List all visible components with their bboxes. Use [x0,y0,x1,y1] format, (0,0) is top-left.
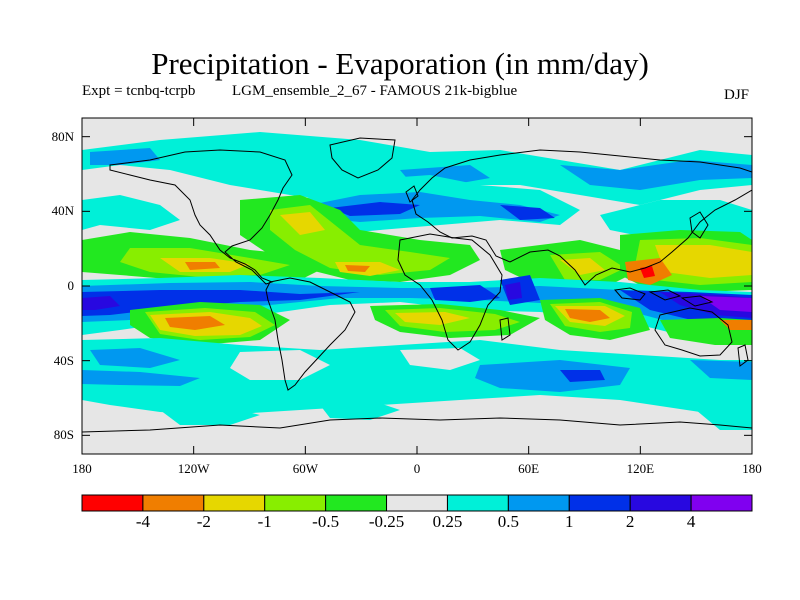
field-region [505,282,522,300]
colorbar-label: 1 [565,512,574,531]
season-label: DJF [724,87,750,103]
field-region [565,309,610,322]
colorbar-label: -0.5 [312,512,340,531]
colorbar-label: -2 [196,512,211,531]
field-region [82,370,200,386]
coast-north-america [109,149,293,285]
field-region [400,348,480,370]
lon-tick-label: 120W [177,461,210,476]
coast-new-zealand [737,344,749,367]
colorbar-swatch [507,494,570,512]
field-region [560,370,605,382]
field-region [690,400,752,430]
field-region [690,360,752,380]
colorbar [81,494,753,512]
colorbar-swatch [629,494,692,512]
lon-tick-label: 60W [292,461,318,476]
field-region [280,212,325,235]
coast-greenland [329,137,396,179]
field-region [560,258,605,275]
colorbar-label: -4 [135,512,150,531]
lat-tick-label: 40S [53,352,74,368]
colorbar-swatch [690,494,753,512]
field-region [430,285,500,302]
colorbar-label: -0.25 [368,512,405,531]
field-region [320,400,400,420]
field-region [82,132,752,205]
field-region [160,405,260,425]
colorbar-swatch [325,494,388,512]
coast-eurasia [411,149,752,286]
coast-indonesia [614,287,714,307]
coastlines [82,137,752,433]
field-region [655,245,752,278]
colorbar-swatch [203,494,266,512]
field-region [185,262,220,270]
lat-tick-label: 80N [51,128,74,144]
plot-title: Precipitation - Evaporation (in mm/day) [151,46,649,81]
colorbar-label: 0.5 [497,512,519,531]
colorbar-label: -1 [257,512,272,531]
experiment-label: Expt = tcnbq-tcrpb [82,83,196,99]
coast-uk [405,185,419,203]
coast-madagascar [499,317,511,341]
field-region [475,360,630,392]
field-region [700,296,752,312]
coast-africa [397,233,503,351]
colorbar-label: 0.25 [432,512,463,531]
lat-tick-label: 0 [67,278,75,293]
coast-antarctica [82,417,752,433]
colorbar-swatch [264,494,327,512]
lat-tick-label: 40N [51,203,74,219]
colorbar-label: 2 [625,512,635,531]
lon-tick-label: 120E [626,461,655,476]
field-region [330,202,420,216]
coast-japan [689,211,709,239]
field-region [720,320,752,330]
field-region [82,296,120,310]
field-region [640,266,655,278]
coast-australia [654,307,733,357]
lat-tick-label: 80S [53,427,74,443]
field-region [345,265,370,272]
run-label: LGM_ensemble_2_67 - FAMOUS 21k-bigblue [232,83,518,99]
colorbar-swatch [568,494,631,512]
colorbar-swatch [386,494,448,512]
field-region [500,205,555,220]
lon-tick-label: 180 [72,461,92,476]
axis-ticks [81,118,753,454]
colorbar-swatch [446,494,509,512]
field-region [90,348,180,368]
lon-tick-label: 180 [742,461,762,476]
lon-tick-label: 0 [413,461,421,476]
field-region [165,316,225,330]
colorbar-swatch [142,494,205,512]
field-region [395,312,470,325]
coast-south-america [265,277,356,391]
field-region [82,195,180,230]
lon-tick-label: 60E [518,461,540,476]
colorbar-swatch [81,494,144,512]
field-region [560,160,752,190]
colorbar-label: 4 [686,512,696,531]
